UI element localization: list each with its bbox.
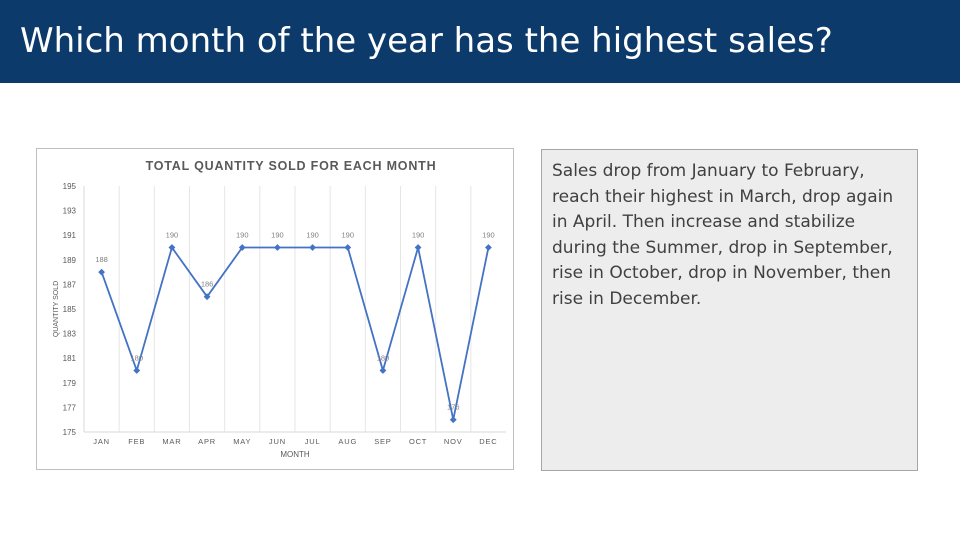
x-tick-label: MAY <box>233 437 251 446</box>
data-point <box>133 367 141 374</box>
x-tick-label: FEB <box>128 437 145 446</box>
data-point <box>238 244 246 251</box>
y-tick-label: 191 <box>63 231 77 240</box>
data-label: 190 <box>236 231 249 240</box>
y-tick-label: 177 <box>63 403 77 412</box>
data-point <box>485 244 492 251</box>
note-text: Sales drop from January to February, rea… <box>552 161 894 309</box>
y-tick-label: 185 <box>63 305 77 314</box>
data-label: 190 <box>271 231 284 240</box>
x-tick-label: OCT <box>409 437 427 446</box>
x-tick-label: DEC <box>479 437 497 446</box>
y-tick-label: 181 <box>63 354 77 363</box>
y-tick-label: 175 <box>63 428 77 437</box>
data-label: 188 <box>95 255 108 264</box>
x-axis-title: MONTH <box>280 450 310 459</box>
data-label: 180 <box>377 354 390 363</box>
data-label: 190 <box>412 231 425 240</box>
x-tick-label: JUN <box>269 437 286 446</box>
data-label: 180 <box>130 354 143 363</box>
data-point <box>274 244 281 251</box>
x-tick-label: JUL <box>305 437 321 446</box>
chart-title: TOTAL QUANTITY SOLD FOR EACH MONTH <box>146 159 437 173</box>
title-bar: Which month of the year has the highest … <box>0 0 960 83</box>
x-tick-label: MAR <box>162 437 181 446</box>
slide-title: Which month of the year has the highest … <box>20 21 833 61</box>
data-point <box>414 244 422 251</box>
note-box: Sales drop from January to February, rea… <box>541 149 918 471</box>
data-point <box>168 244 176 251</box>
data-point <box>98 268 105 276</box>
data-point <box>309 244 316 251</box>
data-label: 190 <box>166 231 179 240</box>
line-chart: TOTAL QUANTITY SOLD FOR EACH MONTH 175 177… <box>53 159 506 459</box>
y-tick-label: 183 <box>63 330 77 339</box>
data-point <box>379 367 387 374</box>
data-label: 190 <box>306 231 319 240</box>
y-tick-label: 179 <box>63 379 77 388</box>
data-point <box>203 293 211 301</box>
x-tick-label: NOV <box>444 437 463 446</box>
series-line <box>100 246 490 421</box>
data-point <box>344 244 352 251</box>
data-label: 186 <box>201 280 214 289</box>
x-tick-label: APR <box>198 437 216 446</box>
chart-container: TOTAL QUANTITY SOLD FOR EACH MONTH 175 177… <box>36 148 514 470</box>
data-point <box>449 416 457 424</box>
y-tick-label: 189 <box>63 256 77 265</box>
y-tick-label: 193 <box>63 207 77 216</box>
x-tick-label: SEP <box>374 437 391 446</box>
y-tick-label: 187 <box>63 280 77 289</box>
y-tick-label: 195 <box>63 182 77 191</box>
y-axis-title: QUANTITY SOLD <box>53 281 60 337</box>
data-label: 176 <box>447 403 460 412</box>
data-label: 190 <box>341 231 354 240</box>
x-tick-label: JAN <box>93 437 110 446</box>
x-tick-label: AUG <box>338 437 357 446</box>
data-label: 190 <box>482 231 495 240</box>
